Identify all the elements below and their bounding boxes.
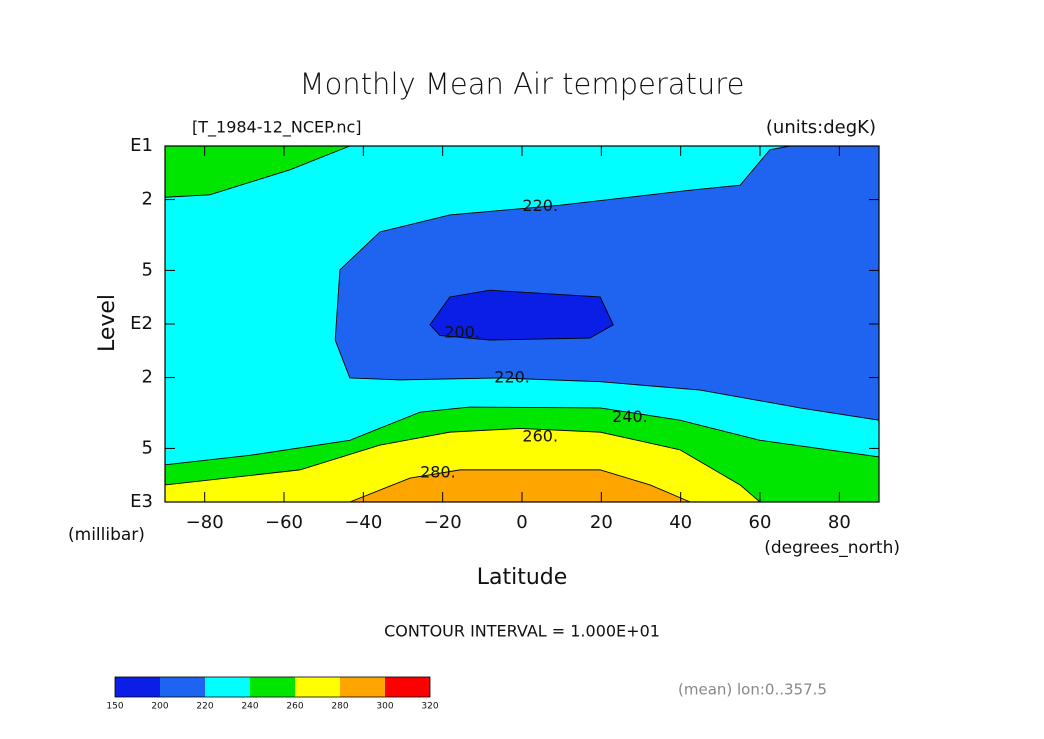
x-tick-label: −80 xyxy=(186,512,224,533)
y-tick-label: E3 xyxy=(130,491,153,512)
y-tick-label: E1 xyxy=(130,135,153,156)
contour-label: 280. xyxy=(420,462,456,481)
note: (mean) lon:0..357.5 xyxy=(678,681,827,699)
contour-interval: CONTOUR INTERVAL = 1.000E+01 xyxy=(384,622,660,641)
colorbar-box xyxy=(115,677,160,697)
x-axis-label: Latitude xyxy=(477,565,568,590)
y-tick-label: 5 xyxy=(142,259,153,280)
colorbar-label: 260 xyxy=(286,702,303,712)
subtitle: [T_1984-12_NCEP.nc] xyxy=(192,118,362,138)
contour-label: 200. xyxy=(444,322,480,341)
contour-label: 220. xyxy=(494,367,530,386)
y-tick-label: 2 xyxy=(142,189,153,210)
x-tick-label: −60 xyxy=(265,512,303,533)
colorbar-label: 240 xyxy=(241,702,258,712)
colorbar-box xyxy=(295,677,340,697)
contour-region xyxy=(334,145,880,421)
colorbar-label: 220 xyxy=(196,702,213,712)
colorbar-label: 320 xyxy=(421,702,438,712)
colorbar-box xyxy=(250,677,295,697)
x-tick-label: 20 xyxy=(590,512,613,533)
colorbar-box xyxy=(205,677,250,697)
x-tick-label: 80 xyxy=(828,512,851,533)
colorbar-box xyxy=(385,677,430,697)
x-tick-label: −40 xyxy=(344,512,382,533)
y-axis-label: Level xyxy=(95,294,120,352)
colorbar-label: 200 xyxy=(151,702,168,712)
y-axis-units: (millibar) xyxy=(68,525,145,545)
x-tick-label: −20 xyxy=(424,512,462,533)
colorbar-label: 150 xyxy=(106,702,123,712)
contour-region xyxy=(429,289,614,341)
x-tick-label: 0 xyxy=(516,512,527,533)
x-tick-label: 60 xyxy=(749,512,772,533)
colorbar-frame xyxy=(114,676,431,698)
x-tick-label: 40 xyxy=(669,512,692,533)
contour-label: 260. xyxy=(522,426,558,445)
contour-label: 240. xyxy=(612,407,648,426)
contour-label: 220. xyxy=(522,196,558,215)
y-tick-label: 5 xyxy=(142,437,153,458)
colorbar-label: 280 xyxy=(331,702,348,712)
y-tick-label: 2 xyxy=(142,367,153,388)
colorbar-box xyxy=(340,677,385,697)
units: (units:degK) xyxy=(766,117,876,138)
plot-area: 220. 200. 220. 240. 260. 280. xyxy=(164,145,880,503)
colorbar-label: 300 xyxy=(376,702,393,712)
chart-title: Monthly Mean Air temperature xyxy=(300,67,745,101)
y-tick-label: E2 xyxy=(130,313,153,334)
x-axis-units: (degrees_north) xyxy=(764,538,900,558)
colorbar-box xyxy=(160,677,205,697)
